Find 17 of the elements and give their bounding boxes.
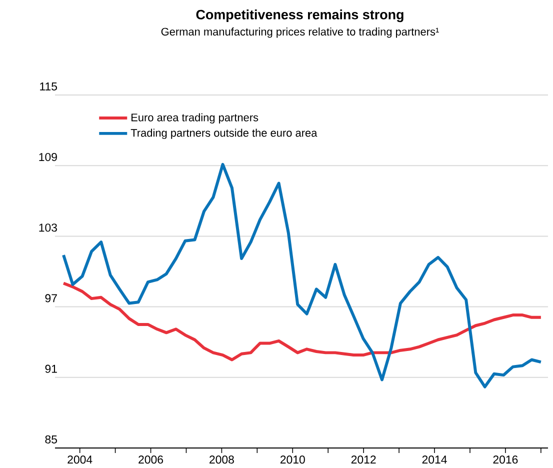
x-tick-label: 2012 bbox=[351, 456, 376, 464]
y-tick-label: 103 bbox=[39, 224, 57, 232]
legend-label: Trading partners outside the euro area bbox=[130, 128, 318, 139]
x-tick-label: 2016 bbox=[493, 456, 518, 464]
y-tick-label: 97 bbox=[45, 294, 57, 302]
y-tick-label: 91 bbox=[45, 364, 57, 373]
y-tick-label: 85 bbox=[45, 435, 57, 444]
x-tick-label: 2014 bbox=[422, 456, 447, 464]
x-tick-label: 2010 bbox=[280, 456, 305, 464]
y-tick-label: 109 bbox=[39, 152, 57, 162]
x-tick-label: 2006 bbox=[138, 456, 163, 464]
x-tick-label: 2008 bbox=[210, 456, 234, 464]
chart-title: Competitiveness remains strong bbox=[196, 10, 404, 22]
x-tick-label: 2004 bbox=[68, 456, 92, 464]
legend-label: Euro area trading partners bbox=[132, 113, 258, 124]
chart-subtitle: German manufacturing prices relative to trading partners¹ bbox=[161, 28, 439, 38]
y-tick-label: 115 bbox=[40, 82, 57, 90]
